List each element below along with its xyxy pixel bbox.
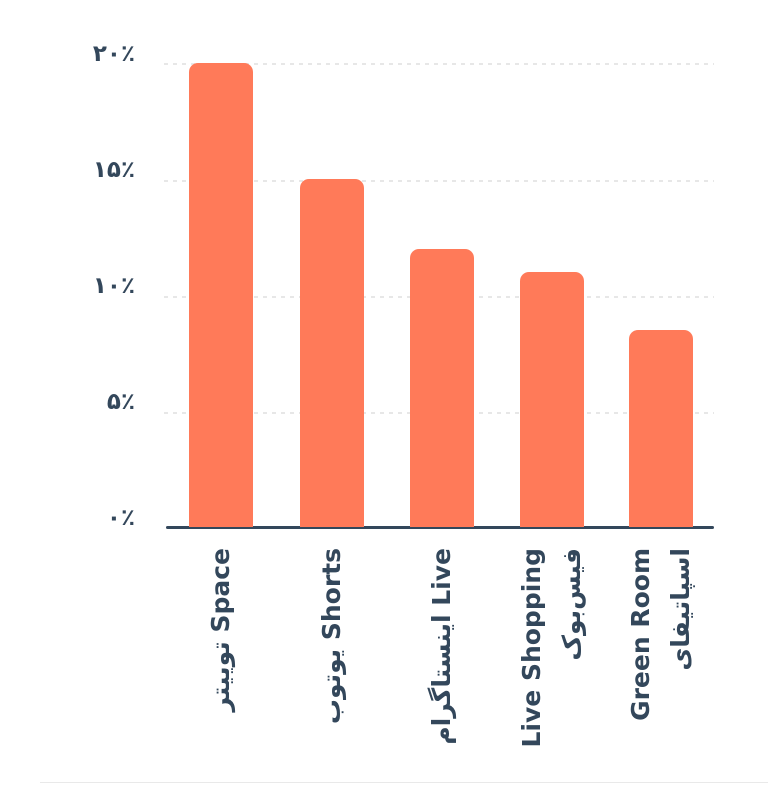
bar-instagram-live — [410, 249, 474, 527]
y-axis-tick-20: ۲۰٪ — [92, 41, 135, 67]
x-label-text: یوتوب Shorts — [317, 548, 346, 725]
x-axis-line — [166, 526, 714, 529]
x-label-facebook-live-shopping: Live Shopping فیس‌بوک — [512, 548, 592, 753]
x-label-spotify-green-room: Green Room اسپاتیفای — [621, 548, 701, 753]
x-label-text: اینستاگرام Live — [427, 548, 456, 745]
bar-twitter-space — [189, 63, 253, 527]
x-label-text-line2: اسپاتیفای — [666, 548, 695, 671]
x-label-text-line1: Live Shopping — [517, 548, 546, 748]
gridline-20 — [164, 63, 714, 65]
bar-spotify-green-room — [629, 330, 693, 527]
y-axis-tick-0: ۰٪ — [106, 505, 135, 531]
y-axis-tick-10: ۱۰٪ — [92, 273, 135, 299]
page-divider — [40, 782, 768, 783]
x-label-text-line1: Green Room — [626, 548, 655, 721]
y-axis-tick-5: ۵٪ — [106, 389, 135, 415]
x-label-instagram-live: اینستاگرام Live — [422, 548, 462, 753]
y-axis-tick-15: ۱۵٪ — [92, 157, 135, 183]
x-label-youtube-shorts: یوتوب Shorts — [312, 548, 352, 753]
x-label-twitter-space: توییتر Space — [201, 548, 241, 753]
x-label-text-line2: فیس‌بوک — [557, 548, 586, 661]
bar-facebook-live-shopping — [520, 272, 584, 527]
bar-youtube-shorts — [300, 179, 364, 527]
gridline-15 — [164, 180, 714, 182]
x-label-text: توییتر Space — [206, 548, 235, 712]
